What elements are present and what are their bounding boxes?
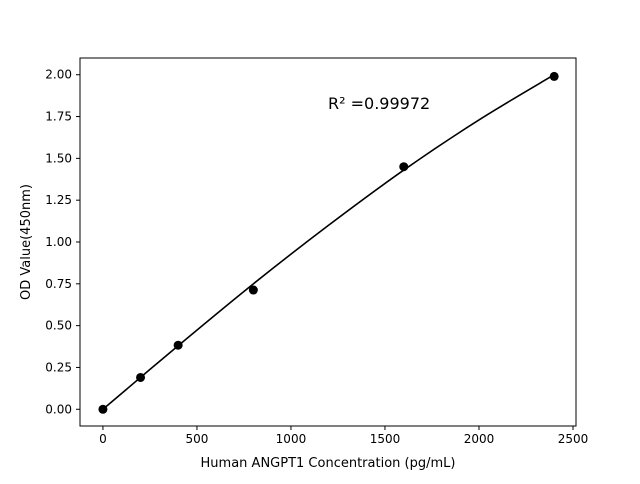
x-tick-label: 0 [99,432,107,446]
y-tick-label: 2.00 [45,68,72,82]
x-tick-label: 1000 [276,432,307,446]
y-tick-label: 1.50 [45,151,72,165]
y-tick-label: 1.75 [45,110,72,124]
x-tick-label: 2500 [558,432,589,446]
x-tick-label: 1500 [370,432,401,446]
r-squared-annotation: R² =0.99972 [328,94,430,113]
data-point [549,71,559,81]
x-tick-label: 500 [185,432,208,446]
y-tick-label: 0.25 [45,360,72,374]
y-tick-label: 0.00 [45,402,72,416]
y-tick-label: 1.25 [45,193,72,207]
y-tick-label: 0.75 [45,277,72,291]
data-point [399,162,409,172]
x-tick-label: 2000 [464,432,495,446]
data-point [248,285,258,295]
fit-curve [102,74,555,410]
data-point [173,340,183,350]
data-point [136,372,146,382]
plot-area [79,57,577,427]
x-axis-label: Human ANGPT1 Concentration (pg/mL) [201,456,456,471]
y-axis-label: OD Value(450nm) [19,184,34,300]
y-tick-label: 0.50 [45,319,72,333]
data-point [98,404,108,414]
y-tick-label: 1.00 [45,235,72,249]
